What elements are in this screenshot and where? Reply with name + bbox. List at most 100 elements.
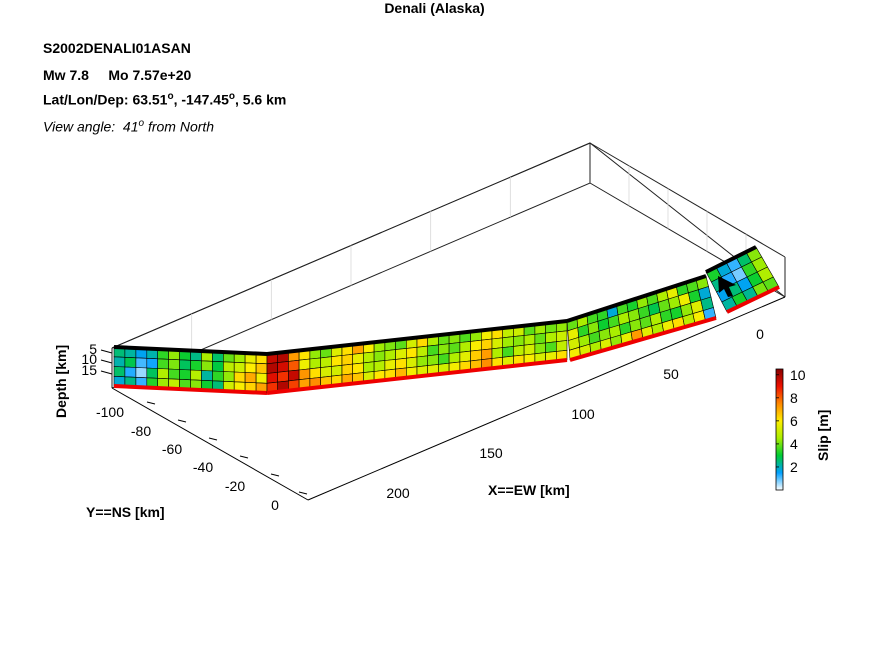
slip-patch [330, 355, 343, 367]
z-tick-mark [100, 370, 113, 375]
slip-patch [201, 360, 213, 372]
slip-patch [157, 358, 169, 370]
slip-patch [448, 342, 461, 354]
x-axis-label: X==EW [km] [488, 482, 570, 498]
slip-patch [416, 345, 429, 358]
slip-patch [555, 330, 568, 343]
view-angle-line: View angle: 41o from North [43, 118, 214, 135]
degree-mark: o [138, 118, 145, 129]
slip-patch [502, 346, 514, 358]
slip-patch [459, 341, 471, 353]
slip-patch [395, 357, 407, 370]
y-axis-line [111, 387, 309, 501]
slip-patch [373, 350, 386, 363]
z-tick-label: 10 [81, 351, 97, 367]
colorbar-tick-label: 2 [790, 459, 798, 475]
colorbar-tick-label: 10 [790, 367, 806, 383]
slip-patch [555, 340, 568, 352]
slip-patch [363, 351, 375, 364]
moment-label: Mo [108, 67, 129, 83]
slip-patch [427, 354, 439, 366]
slip-patch [113, 356, 126, 368]
view-suffix: from North [147, 118, 215, 135]
slip-patch [124, 366, 137, 378]
box-top-right [589, 142, 786, 258]
slip-patch [212, 370, 224, 382]
slip-patch [157, 368, 169, 380]
location-label: Lat/Lon/Dep: [43, 91, 129, 108]
slip-patch [363, 361, 375, 373]
y-tick-mark [177, 419, 187, 423]
view-label: View angle: [43, 118, 116, 135]
slip-patch [244, 362, 257, 374]
x-tick-label: 50 [663, 366, 679, 382]
slip-patch [201, 370, 213, 382]
colorbar-tick-label: 6 [790, 413, 798, 429]
slip-patch [168, 358, 180, 370]
fault-bottom-edge [266, 358, 568, 395]
y-tick-mark [239, 455, 249, 459]
fault-segments [113, 245, 780, 395]
y-ticks: -100 -80 -60 -40 -20 0 [96, 401, 308, 513]
lon-value: -147.45 [181, 91, 229, 108]
slip-patch [146, 357, 158, 369]
slip-patch [534, 342, 546, 355]
y-tick-mark [270, 473, 280, 477]
slip-patch [266, 362, 279, 374]
slip-patch [320, 366, 332, 378]
slip-patch [309, 367, 321, 379]
slip-patch [459, 350, 471, 363]
slip-patch [491, 337, 504, 350]
slip-patch [233, 361, 246, 373]
chart-title: Denali (Alaska) [384, 0, 485, 16]
slip-patch [298, 358, 311, 371]
x-axis-line [307, 296, 786, 501]
fault-top-edge [705, 245, 757, 274]
y-tick-label: -20 [225, 478, 245, 494]
slip-patch [124, 356, 137, 368]
moment-value: 7.57e+20 [132, 67, 192, 83]
slip-patch [244, 372, 257, 384]
degree-mark: o [167, 91, 174, 102]
slip-patch [416, 355, 429, 368]
slip-patch [470, 349, 482, 362]
z-axis-label: Depth [km] [53, 345, 69, 418]
slip-patch [288, 359, 300, 372]
magnitude-value: 7.8 [69, 67, 89, 83]
y-tick-mark [298, 491, 308, 495]
slip-patch [266, 371, 279, 384]
slip-patch [212, 360, 224, 372]
slip-patch [384, 349, 396, 361]
hypocenter-star [718, 276, 736, 297]
slip-patch [438, 343, 450, 355]
slip-patch [480, 338, 493, 351]
slip-patch [341, 363, 354, 376]
x-tick-label: 200 [386, 485, 410, 501]
z-tick-mark [100, 349, 113, 354]
slip-patch [395, 348, 407, 360]
colorbar-label: Slip [m] [815, 410, 831, 461]
slip-patch [491, 347, 504, 359]
fault-bottom-edge [113, 384, 268, 395]
slip-patch [405, 346, 418, 359]
segment-4 [705, 245, 780, 314]
slip-patch [384, 359, 396, 371]
segment-1 [113, 345, 268, 395]
front-axes [111, 296, 786, 501]
slip-patch [352, 362, 364, 375]
slip-patch [480, 348, 493, 361]
slip-patch [427, 344, 439, 357]
location-line: Lat/Lon/Dep: 63.51o, -147.45o, 5.6 km [43, 91, 287, 108]
depth-value: 5.6 km [242, 91, 287, 108]
slip-patch [113, 366, 126, 378]
y-tick-label: -40 [193, 459, 213, 475]
slip-patch [438, 353, 450, 365]
slip-patch [545, 341, 557, 353]
slip-patch [190, 359, 202, 371]
slip-patch [277, 361, 289, 373]
slip-patch [470, 339, 482, 352]
slip-patch [320, 356, 332, 368]
y-tick-mark [208, 437, 218, 441]
